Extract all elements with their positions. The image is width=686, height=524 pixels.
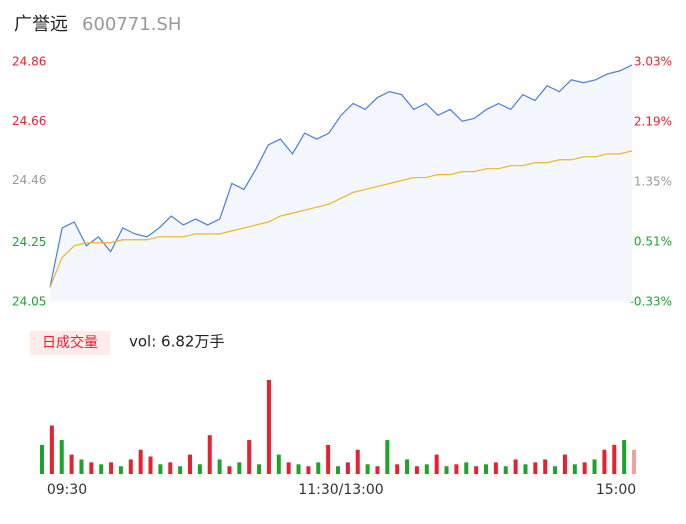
volume-bar	[207, 435, 212, 474]
volume-bar	[493, 462, 498, 474]
volume-bar	[49, 425, 54, 474]
volume-bar	[178, 466, 183, 474]
volume-bar	[602, 449, 607, 474]
volume-bar	[365, 464, 370, 474]
volume-bar	[592, 459, 597, 474]
volume-bar	[237, 462, 242, 474]
y-tick-label: 24.25	[12, 235, 46, 249]
volume-bar	[227, 466, 232, 474]
y2-tick-label: -0.33%	[630, 295, 672, 309]
volume-bar	[89, 462, 94, 474]
volume-bar	[266, 379, 271, 474]
volume-bar	[257, 464, 262, 474]
volume-bar	[109, 462, 114, 474]
y2-tick-label: 1.35%	[634, 175, 672, 189]
volume-bar	[582, 462, 587, 474]
x-tick-label: 09:30	[47, 482, 87, 498]
y2-tick-label: 2.19%	[634, 115, 672, 129]
volume-bar	[355, 449, 360, 474]
volume-bar	[118, 466, 123, 474]
volume-bar	[336, 466, 340, 474]
volume-bar	[562, 454, 567, 474]
volume-badge: 日成交量	[42, 334, 98, 351]
volume-bar	[247, 440, 252, 474]
volume-bar	[523, 464, 528, 474]
volume-bar	[316, 462, 321, 474]
volume-bar	[632, 449, 636, 474]
volume-bar	[188, 454, 192, 474]
stock-name: 广誉远	[14, 14, 68, 35]
price-line	[49, 64, 633, 288]
volume-bar	[286, 462, 291, 474]
volume-bar	[138, 449, 143, 474]
y-tick-label: 24.05	[12, 295, 46, 309]
volume-bar	[414, 466, 419, 474]
volume-bar	[326, 444, 331, 474]
volume-bar	[69, 454, 74, 474]
y-tick-label: 24.66	[12, 114, 46, 128]
y-tick-label: 24.46	[12, 173, 46, 187]
x-tick-label: 11:30/13:00	[298, 482, 383, 498]
volume-bar	[553, 466, 558, 474]
x-tick-label: 15:00	[596, 482, 636, 498]
volume-bar	[306, 466, 311, 474]
volume-bar	[40, 444, 44, 474]
volume-bar	[59, 440, 64, 474]
volume-bar	[424, 464, 429, 474]
volume-bar	[79, 459, 84, 474]
volume-bar	[168, 462, 173, 474]
price-area	[50, 64, 632, 303]
volume-bar	[385, 440, 390, 474]
volume-bar	[405, 459, 410, 474]
volume-bar	[148, 456, 153, 474]
y2-tick-label: 3.03%	[634, 55, 672, 69]
volume-bar	[543, 459, 548, 474]
volume-bar	[296, 464, 301, 474]
volume-bar	[158, 464, 163, 474]
volume-bar	[474, 466, 479, 474]
volume-bar	[375, 466, 380, 474]
volume-bar	[99, 464, 104, 474]
volume-bar	[217, 459, 222, 474]
volume-bar	[533, 462, 538, 474]
volume-bar	[612, 444, 617, 474]
volume-bar	[454, 464, 459, 474]
volume-bar	[128, 459, 133, 474]
stock-code: 600771.SH	[82, 14, 181, 35]
volume-bar	[513, 459, 518, 474]
volume-bar	[464, 462, 469, 474]
volume-bar	[434, 454, 439, 474]
y2-tick-label: 0.51%	[634, 235, 672, 249]
volume-badge-bg	[30, 331, 110, 355]
volume-bar	[444, 466, 449, 474]
volume-label: vol: 6.82万手	[129, 333, 224, 351]
volume-bar	[197, 464, 202, 474]
volume-bar	[395, 464, 400, 474]
volume-bar	[622, 440, 627, 474]
volume-bar	[572, 464, 577, 474]
volume-bar	[503, 466, 508, 474]
y-tick-label: 24.86	[12, 55, 46, 69]
average-line	[49, 150, 633, 288]
volume-bar	[276, 454, 281, 474]
volume-bar	[345, 462, 350, 474]
volume-bar	[484, 464, 488, 474]
